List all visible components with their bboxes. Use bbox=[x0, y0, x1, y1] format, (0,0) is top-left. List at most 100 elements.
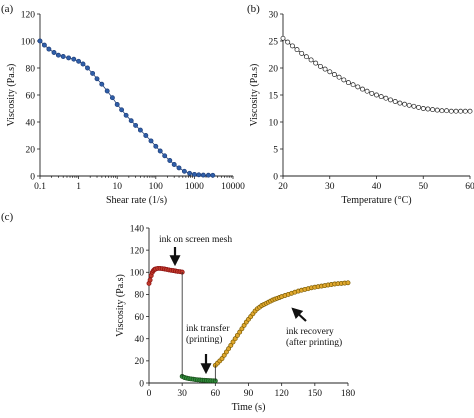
data-point bbox=[196, 172, 202, 178]
y-tick-label: 60 bbox=[26, 91, 36, 101]
data-point bbox=[71, 56, 77, 62]
x-tick-label: 150 bbox=[308, 389, 323, 399]
data-point bbox=[85, 65, 90, 71]
data-point bbox=[191, 171, 197, 177]
data-point bbox=[280, 35, 286, 41]
data-point bbox=[341, 77, 347, 83]
panel-label-c: (c) bbox=[1, 211, 14, 223]
x-tick-label: 120 bbox=[275, 389, 290, 399]
panel-label-b: (b) bbox=[247, 3, 260, 15]
data-point bbox=[210, 172, 216, 178]
annotation-text: (after printing) bbox=[286, 337, 342, 348]
x-tick-label: 50 bbox=[419, 182, 429, 192]
annotation-text: ink recovery bbox=[286, 327, 334, 337]
x-tick-label: 180 bbox=[341, 389, 356, 399]
data-point bbox=[444, 108, 450, 114]
y-tick-label: 100 bbox=[21, 37, 36, 47]
data-point bbox=[364, 88, 370, 94]
data-point bbox=[434, 107, 440, 113]
data-point bbox=[176, 165, 182, 171]
data-point bbox=[289, 43, 295, 49]
y-tick-label: 30 bbox=[269, 10, 279, 20]
data-point bbox=[448, 108, 454, 114]
x-tick-label: 1000 bbox=[185, 182, 204, 192]
annotation-text: (printing) bbox=[186, 334, 222, 345]
x-axis-label: Shear rate (1/s) bbox=[106, 195, 167, 206]
data-point bbox=[392, 99, 398, 104]
y-tick-label: 15 bbox=[269, 91, 279, 101]
x-tick-label: 0 bbox=[147, 389, 152, 399]
data-point bbox=[327, 69, 333, 75]
data-point bbox=[299, 50, 305, 56]
data-point bbox=[374, 92, 379, 98]
annotation-text: ink on screen mesh bbox=[159, 235, 232, 245]
data-point bbox=[41, 42, 47, 48]
data-point bbox=[187, 170, 193, 176]
x-axis-label: Time (s) bbox=[232, 402, 266, 413]
data-point bbox=[181, 168, 187, 174]
data-point bbox=[147, 277, 153, 283]
data-point bbox=[66, 55, 72, 61]
data-point bbox=[439, 108, 445, 114]
data-point bbox=[230, 339, 236, 345]
x-tick-label: 10 bbox=[112, 182, 122, 192]
data-point bbox=[285, 39, 291, 45]
data-point bbox=[223, 349, 229, 355]
data-point bbox=[303, 54, 309, 60]
data-point bbox=[383, 95, 389, 101]
data-point bbox=[123, 112, 129, 118]
y-tick-label: 20 bbox=[26, 145, 36, 155]
data-point bbox=[205, 172, 211, 178]
annotation-arrow bbox=[291, 307, 307, 322]
data-point bbox=[411, 103, 417, 109]
data-point bbox=[313, 60, 319, 66]
y-tick-label: 0 bbox=[273, 172, 278, 182]
x-tick-label: 90 bbox=[244, 389, 254, 399]
y-tick-label: 40 bbox=[26, 118, 36, 128]
data-point bbox=[420, 106, 426, 111]
y-tick-label: 20 bbox=[135, 357, 145, 367]
x-tick-label: 40 bbox=[372, 182, 382, 192]
y-axis-label: Viscosity (Pa.s) bbox=[115, 274, 126, 337]
panel-a: (a) 0 20 40 60 80 100 120 0.1 1 10 100 1000 10000 Shea… bbox=[1, 3, 245, 206]
data-point bbox=[200, 172, 206, 178]
y-tick-label: 120 bbox=[130, 246, 145, 256]
data-point bbox=[104, 88, 110, 94]
data-point bbox=[157, 148, 163, 154]
y-tick-label: 60 bbox=[135, 313, 145, 323]
y-tick-label: 0 bbox=[30, 172, 35, 182]
panel-label-a: (a) bbox=[1, 3, 14, 15]
data-point bbox=[232, 336, 238, 342]
data-point bbox=[237, 329, 243, 335]
y-tick-label: 120 bbox=[21, 10, 36, 20]
data-point bbox=[133, 122, 139, 128]
series-line-1 bbox=[282, 37, 470, 112]
data-point bbox=[228, 342, 234, 348]
data-point bbox=[99, 81, 105, 87]
data-point bbox=[148, 138, 154, 144]
data-point bbox=[453, 108, 459, 114]
y-axis-label: Viscosity (Pa.s) bbox=[249, 64, 260, 127]
y-tick-label: 140 bbox=[130, 224, 145, 234]
data-point bbox=[369, 90, 375, 96]
annotation-text: ink transfer bbox=[186, 323, 230, 334]
data-point bbox=[119, 107, 125, 113]
data-point bbox=[336, 74, 342, 80]
data-point bbox=[350, 82, 356, 88]
data-point bbox=[80, 61, 86, 67]
data-point bbox=[425, 106, 431, 112]
y-tick-label: 100 bbox=[130, 269, 145, 279]
data-point bbox=[416, 104, 422, 110]
data-point bbox=[397, 100, 403, 106]
panel-b: (b) 0 5 10 15 20 25 30 20 30 40 50 60 Temperature (°C… bbox=[247, 3, 474, 206]
data-point bbox=[60, 54, 66, 59]
data-point bbox=[388, 97, 393, 103]
data-point bbox=[378, 94, 384, 100]
y-tick-label: 10 bbox=[269, 118, 279, 128]
data-point bbox=[46, 46, 52, 52]
data-point bbox=[402, 101, 408, 107]
data-point bbox=[345, 80, 351, 86]
data-point bbox=[458, 108, 464, 114]
data-point bbox=[76, 58, 82, 64]
